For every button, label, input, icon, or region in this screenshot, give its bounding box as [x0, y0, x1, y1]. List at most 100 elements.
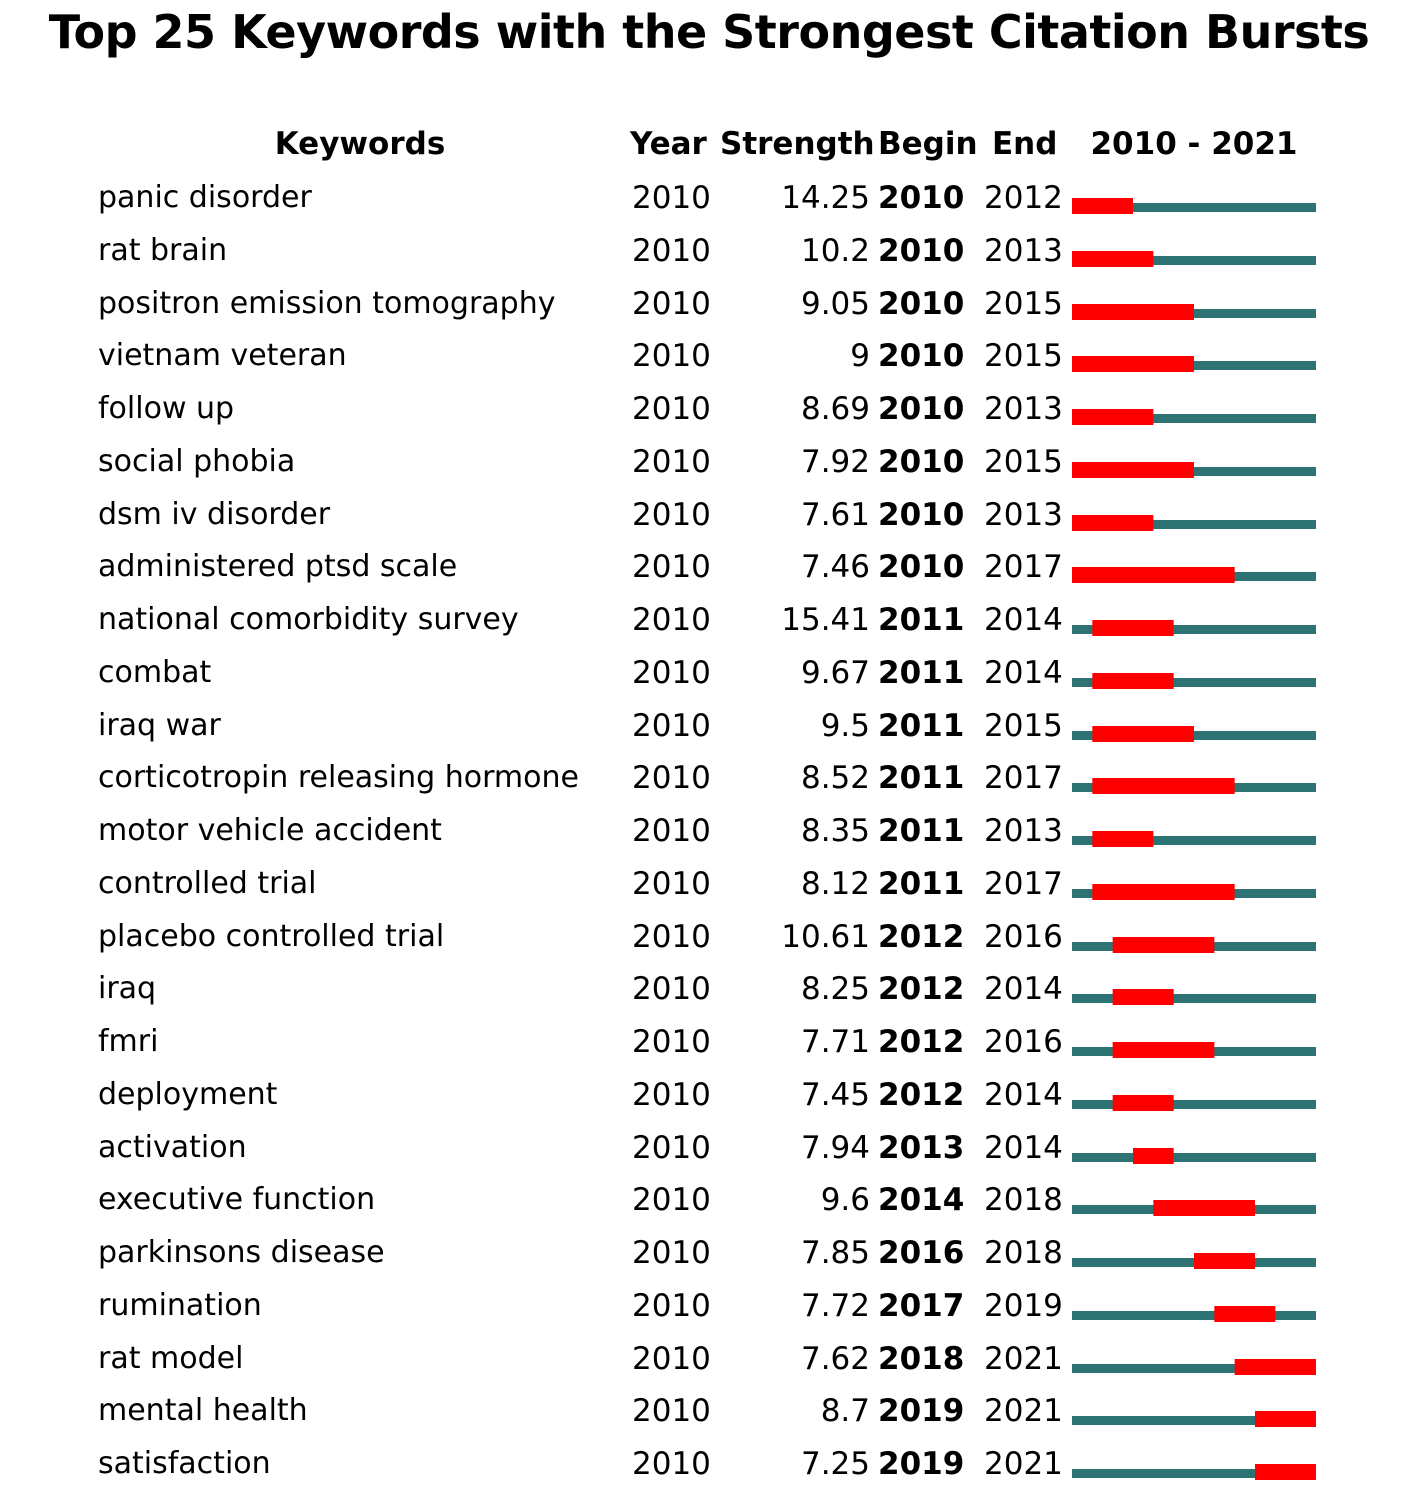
year-cell: 2010 — [632, 918, 711, 955]
burst-bar — [1214, 1305, 1276, 1322]
strength-cell: 7.92 — [800, 443, 870, 480]
keyword-cell: rat model — [98, 1340, 244, 1376]
table-row: follow up 2010 8.69 2010 2013 — [0, 387, 1418, 440]
burst-timeline-svg — [1072, 883, 1316, 900]
timeline-baseline — [1072, 1416, 1316, 1426]
table-row: activation 2010 7.94 2013 2014 — [0, 1126, 1418, 1179]
begin-cell: 2010 — [878, 549, 965, 586]
strength-cell: 10.61 — [781, 918, 870, 955]
end-cell: 2018 — [984, 1235, 1063, 1271]
table-row: rat brain 2010 10.2 2010 2013 — [0, 229, 1418, 282]
year-cell: 2010 — [632, 1182, 711, 1219]
strength-cell: 7.61 — [800, 496, 870, 533]
burst-timeline — [1072, 862, 1316, 906]
burst-timeline-svg — [1072, 1042, 1316, 1058]
keyword-cell: parkinsons disease — [98, 1235, 385, 1270]
timeline-baseline — [1072, 414, 1316, 423]
burst-bar — [1255, 1464, 1316, 1480]
table-row: dsm iv disorder 2010 7.61 2010 2013 — [0, 493, 1418, 546]
begin-cell: 2010 — [878, 232, 965, 269]
header-year: Year — [630, 126, 707, 162]
burst-bar — [1092, 725, 1194, 742]
burst-bar — [1092, 778, 1235, 795]
burst-timeline — [1072, 651, 1316, 695]
begin-cell: 2016 — [878, 1235, 965, 1271]
burst-timeline-svg — [1072, 250, 1316, 267]
year-cell: 2010 — [632, 707, 711, 744]
end-cell: 2021 — [984, 1340, 1063, 1377]
end-cell: 2015 — [984, 338, 1063, 375]
end-cell: 2013 — [984, 496, 1063, 533]
keyword-cell: national comorbidity survey — [98, 602, 519, 637]
burst-timeline-svg — [1072, 461, 1316, 478]
end-cell: 2015 — [984, 285, 1063, 322]
burst-timeline-svg — [1072, 198, 1316, 214]
burst-table: panic disorder 2010 14.25 2010 2012 rat brain… — [0, 176, 1418, 1495]
keyword-cell: motor vehicle accident — [98, 813, 442, 848]
end-cell: 2014 — [984, 971, 1063, 1008]
table-row: social phobia 2010 7.92 2010 2015 — [0, 440, 1418, 493]
table-row: controlled trial 2010 8.12 2011 2017 — [0, 862, 1418, 915]
burst-bar — [1194, 1253, 1255, 1269]
year-cell: 2010 — [632, 338, 711, 375]
burst-bar — [1092, 883, 1235, 900]
burst-timeline — [1072, 493, 1316, 537]
strength-cell: 9 — [850, 338, 870, 375]
keyword-cell: panic disorder — [98, 180, 312, 215]
keyword-cell: dsm iv disorder — [98, 496, 331, 532]
burst-bar — [1112, 1094, 1174, 1111]
strength-cell: 7.85 — [800, 1235, 870, 1271]
begin-cell: 2011 — [878, 813, 965, 849]
table-row: executive function 2010 9.6 2014 2018 — [0, 1178, 1418, 1231]
begin-cell: 2011 — [878, 760, 965, 797]
burst-timeline — [1072, 756, 1316, 800]
burst-timeline-svg — [1072, 1305, 1316, 1322]
burst-timeline-svg — [1072, 1253, 1316, 1269]
year-cell: 2010 — [632, 654, 711, 691]
table-row: combat 2010 9.67 2011 2014 — [0, 651, 1418, 704]
burst-timeline-svg — [1072, 989, 1316, 1006]
timeline-baseline — [1072, 1099, 1316, 1109]
header-keywords: Keywords — [274, 126, 446, 162]
strength-cell: 9.05 — [800, 285, 870, 322]
timeline-baseline — [1072, 1363, 1316, 1373]
table-row: administered ptsd scale 2010 7.46 2010 2017 — [0, 545, 1418, 598]
strength-cell: 9.67 — [800, 654, 870, 691]
begin-cell: 2019 — [878, 1393, 965, 1430]
year-cell: 2010 — [632, 496, 711, 533]
year-cell: 2010 — [632, 1076, 711, 1113]
burst-timeline-svg — [1072, 1411, 1316, 1428]
burst-bar — [1112, 1042, 1215, 1058]
begin-cell: 2017 — [878, 1287, 965, 1324]
year-cell: 2010 — [632, 813, 711, 849]
table-row: positron emission tomography 2010 9.05 2010… — [0, 282, 1418, 335]
year-cell: 2010 — [632, 865, 711, 902]
begin-cell: 2011 — [878, 654, 965, 691]
keyword-cell: vietnam veteran — [98, 338, 347, 374]
year-cell: 2010 — [632, 1340, 711, 1377]
burst-timeline-svg — [1072, 1147, 1316, 1164]
burst-timeline-svg — [1072, 778, 1316, 795]
keyword-cell: placebo controlled trial — [98, 918, 445, 954]
burst-timeline — [1072, 229, 1316, 273]
burst-timeline — [1072, 598, 1316, 642]
burst-timeline — [1072, 704, 1316, 748]
burst-timeline — [1072, 1442, 1316, 1486]
begin-cell: 2010 — [878, 285, 965, 322]
burst-timeline-svg — [1072, 831, 1316, 847]
end-cell: 2015 — [984, 707, 1063, 744]
strength-cell: 14.25 — [781, 180, 870, 216]
year-cell: 2010 — [632, 971, 711, 1008]
burst-timeline — [1072, 1178, 1316, 1222]
keyword-cell: social phobia — [98, 443, 296, 479]
year-cell: 2010 — [632, 180, 711, 216]
timeline-baseline — [1072, 1152, 1316, 1162]
strength-cell: 10.2 — [800, 232, 870, 269]
table-row: national comorbidity survey 2010 15.41 2011… — [0, 598, 1418, 651]
timeline-baseline — [1072, 519, 1316, 529]
year-cell: 2010 — [632, 232, 711, 269]
begin-cell: 2010 — [878, 180, 965, 216]
begin-cell: 2012 — [878, 1076, 965, 1113]
begin-cell: 2018 — [878, 1340, 965, 1377]
begin-cell: 2012 — [878, 1024, 965, 1060]
